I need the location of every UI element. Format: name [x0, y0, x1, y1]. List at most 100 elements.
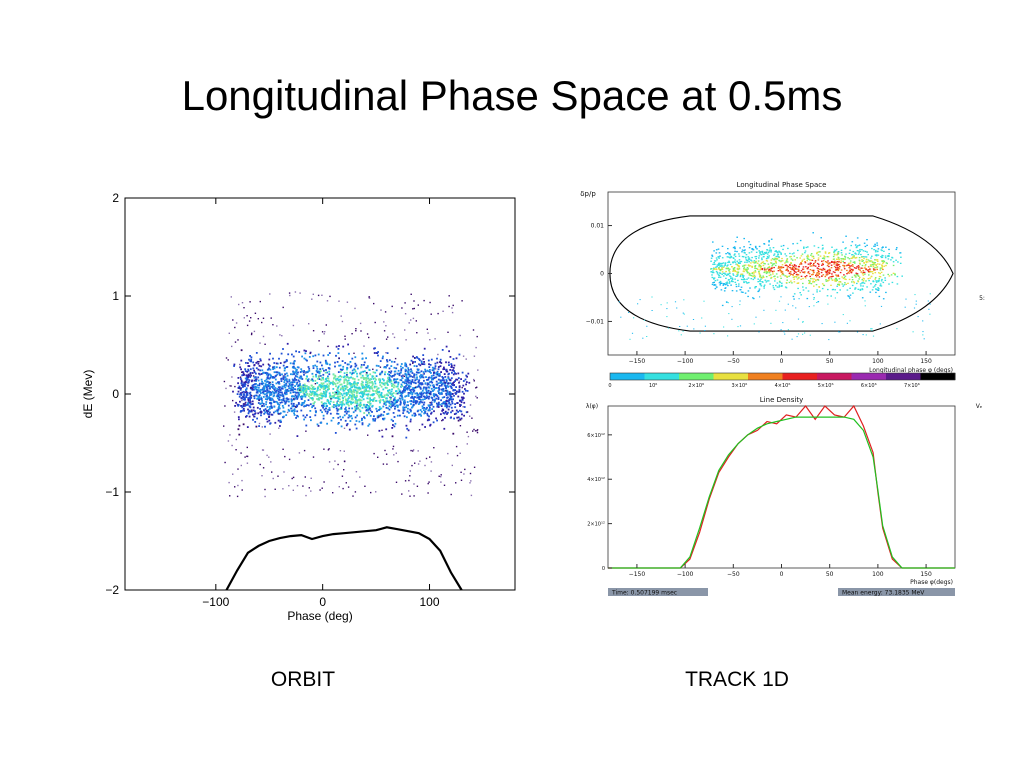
orbit-particle [330, 419, 333, 422]
ps-particle [858, 260, 861, 262]
orbit-halo-particle [337, 463, 339, 466]
orbit-particle [407, 429, 410, 432]
ps-particle [807, 266, 809, 269]
orbit-particle [249, 399, 251, 402]
ps-particle [813, 278, 815, 280]
orbit-particle [270, 374, 272, 377]
ps-particle [773, 275, 775, 278]
ps-particle [854, 252, 856, 255]
ps-particle [832, 255, 835, 258]
orbit-halo-particle [243, 307, 245, 309]
orbit-particle [397, 387, 400, 390]
orbit-particle [354, 408, 357, 410]
orbit-particle [328, 385, 330, 387]
ps-particle [767, 280, 770, 282]
ps-particle [738, 268, 741, 270]
orbit-particle [284, 390, 287, 392]
ps-particle [882, 262, 884, 264]
orbit-particle [346, 386, 349, 389]
ps-particle [737, 279, 739, 282]
orbit-particle [365, 366, 368, 369]
ps-particle [793, 278, 795, 280]
ps-particle [870, 264, 872, 266]
orbit-particle [241, 391, 244, 394]
ps-particle [768, 265, 771, 268]
ps-particle [816, 252, 818, 255]
ps-particle [751, 266, 753, 268]
orbit-particle [428, 366, 431, 368]
orbit-particle [430, 372, 432, 374]
ps-particle [727, 274, 729, 276]
orbit-particle [428, 386, 431, 389]
ps-particle [740, 291, 743, 293]
ps-particle [763, 287, 765, 289]
orbit-particle [262, 363, 265, 366]
orbit-particle [419, 376, 422, 379]
orbit-particle [409, 385, 412, 388]
orbit-particle [425, 387, 428, 390]
orbit-particle [431, 366, 434, 369]
ps-particle [724, 262, 727, 264]
orbit-halo-particle [328, 461, 331, 463]
ps-particle [746, 278, 748, 280]
ps-particle [786, 258, 789, 260]
ps-particle [748, 259, 750, 261]
orbit-particle [252, 418, 254, 421]
ps-particle [770, 277, 772, 279]
orbit-particle [380, 413, 383, 416]
orbit-particle [418, 398, 421, 401]
ps-halo-particle [631, 332, 634, 334]
orbit-particle [440, 388, 443, 391]
orbit-particle [321, 392, 324, 395]
orbit-particle [382, 414, 385, 417]
orbit-particle [446, 397, 448, 399]
orbit-particle [412, 404, 415, 406]
orbit-particle [273, 405, 276, 408]
ps-particle [729, 256, 731, 258]
orbit-particle [250, 356, 253, 359]
orbit-halo-particle [310, 490, 312, 492]
orbit-particle [232, 390, 234, 393]
orbit-particle [333, 394, 335, 397]
orbit-particle [413, 374, 416, 377]
orbit-particle [233, 363, 236, 366]
orbit-halo-particle [411, 464, 413, 467]
ps-particle [749, 243, 752, 246]
orbit-particle [456, 416, 459, 419]
ps-particle [742, 274, 744, 277]
orbit-particle [438, 392, 440, 395]
orbit-particle [380, 385, 383, 388]
orbit-particle [445, 404, 448, 407]
orbit-particle [254, 421, 257, 423]
ps-particle [746, 270, 748, 273]
ps-particle [793, 298, 795, 300]
orbit-particle [452, 382, 454, 385]
orbit-particle [340, 405, 343, 408]
orbit-particle [340, 403, 343, 406]
orbit-halo-particle [424, 464, 426, 467]
orbit-particle [241, 396, 244, 399]
orbit-particle [268, 382, 270, 385]
ps-particle [787, 265, 789, 268]
ps-particle [817, 272, 819, 274]
orbit-particle [419, 413, 422, 416]
orbit-particle [239, 388, 242, 391]
ps-particle [821, 244, 824, 246]
ps-particle [877, 289, 880, 291]
ps-particle [781, 285, 783, 287]
orbit-particle [460, 401, 463, 404]
ps-particle [812, 264, 815, 266]
ps-particle [734, 261, 737, 263]
orbit-particle [297, 396, 299, 399]
orbit-particle [362, 398, 365, 401]
orbit-particle [464, 389, 467, 392]
ps-halo-particle [928, 308, 930, 310]
orbit-halo-particle [312, 293, 314, 295]
orbit-particle [276, 410, 279, 413]
orbit-particle [269, 376, 272, 379]
ps-halo-particle [839, 331, 841, 333]
orbit-particle [392, 420, 394, 422]
ps-particle [831, 260, 833, 263]
orbit-particle [360, 364, 363, 366]
orbit-particle [327, 386, 330, 389]
